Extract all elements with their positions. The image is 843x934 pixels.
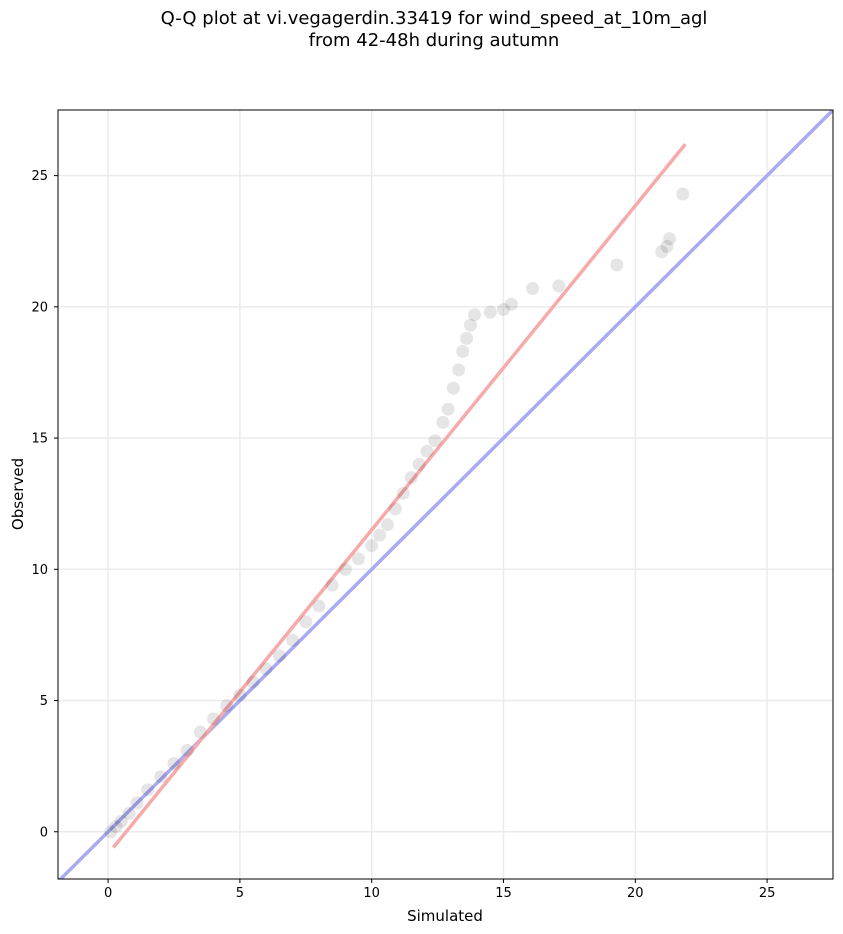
data-point: [114, 814, 128, 828]
data-point: [233, 688, 247, 702]
data-point: [381, 518, 395, 532]
data-point: [338, 562, 352, 576]
data-point: [483, 305, 497, 319]
data-point: [167, 757, 181, 771]
data-point: [272, 649, 286, 663]
x-tick-label: 10: [363, 886, 380, 901]
data-point: [663, 232, 677, 246]
y-tick-label: 25: [31, 169, 48, 184]
data-point: [436, 415, 450, 429]
data-point: [299, 615, 313, 629]
data-point: [207, 712, 221, 726]
data-point: [388, 502, 402, 516]
data-point: [154, 770, 168, 784]
data-point: [193, 725, 207, 739]
data-point: [404, 470, 418, 484]
data-point: [259, 662, 273, 676]
data-point: [412, 457, 426, 471]
data-point: [660, 239, 674, 253]
data-point: [428, 434, 442, 448]
data-point: [122, 806, 136, 820]
data-point: [496, 302, 510, 316]
data-point: [130, 796, 144, 810]
data-point: [452, 363, 466, 377]
x-tick-label: 20: [627, 886, 644, 901]
identity-line: [58, 110, 833, 879]
chart-title-line-1: Q-Q plot at vi.vegagerdin.33419 for wind…: [160, 8, 708, 29]
data-point: [141, 783, 155, 797]
data-point: [441, 402, 455, 416]
y-tick-label: 10: [31, 563, 48, 578]
data-point: [525, 281, 539, 295]
data-point: [610, 258, 624, 272]
y-tick-label: 5: [40, 694, 48, 709]
x-tick-label: 15: [495, 886, 512, 901]
data-point: [460, 331, 474, 345]
data-point: [552, 279, 566, 293]
data-point: [456, 344, 470, 358]
data-point: [220, 699, 234, 713]
chart-title: Q-Q plot at vi.vegagerdin.33419 for wind…: [0, 8, 843, 52]
x-tick-label: 25: [759, 886, 776, 901]
data-points: [104, 187, 690, 839]
chart-title-line-2: from 42-48h during autumn: [308, 30, 560, 51]
data-point: [312, 599, 326, 613]
data-point: [467, 308, 481, 322]
data-point: [325, 578, 339, 592]
y-tick-label: 0: [40, 825, 48, 840]
data-point: [446, 381, 460, 395]
data-point: [396, 486, 410, 500]
data-point: [180, 743, 194, 757]
data-point: [352, 552, 366, 566]
y-tick-label: 20: [31, 300, 48, 315]
axis-ticks: 0 5 10 15 20 25 0 5 10 15 20 25: [31, 169, 775, 901]
x-axis-label: Simulated: [407, 907, 483, 925]
data-point: [420, 444, 434, 458]
data-point: [246, 675, 260, 689]
data-point: [286, 633, 300, 647]
x-tick-label: 0: [104, 886, 112, 901]
data-point: [464, 318, 478, 332]
data-point: [676, 187, 690, 201]
plot-frame: [57, 109, 834, 880]
data-point: [104, 825, 118, 839]
fit-line: [111, 143, 687, 849]
y-axis-label: Observed: [9, 458, 27, 530]
data-point: [109, 820, 123, 834]
data-point: [373, 528, 387, 542]
y-tick-label: 15: [31, 432, 48, 447]
data-point: [365, 539, 379, 553]
data-point: [504, 297, 518, 311]
x-tick-label: 5: [236, 886, 244, 901]
data-point: [655, 245, 669, 259]
reference-lines: [58, 110, 833, 879]
